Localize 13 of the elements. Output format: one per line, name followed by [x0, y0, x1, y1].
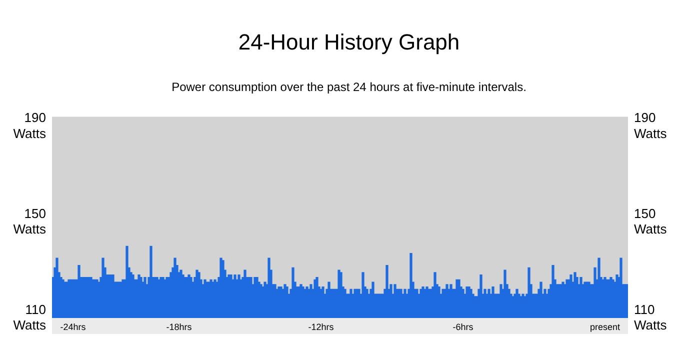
x-tick-label: -24hrs	[60, 322, 86, 332]
y-tick-label: 150 Watts	[13, 206, 46, 237]
y-tick-label: 110 Watts	[13, 302, 46, 332]
y2-tick-label: 150 Watts	[634, 206, 668, 237]
chart-title: 24-Hour History Graph	[238, 29, 460, 54]
x-tick-label: -12hrs	[308, 322, 334, 332]
x-tick-label: -18hrs	[166, 322, 192, 332]
y2-tick-label: 190 Watts	[634, 110, 668, 141]
y-tick-label: 190 Watts	[13, 110, 46, 141]
x-tick-label: present	[590, 322, 621, 332]
y2-tick-label: 110 Watts	[634, 302, 668, 332]
x-tick-label: -6hrs	[452, 322, 474, 332]
chart-subtitle: Power consumption over the past 24 hours at five-minute intervals.	[172, 80, 526, 94]
